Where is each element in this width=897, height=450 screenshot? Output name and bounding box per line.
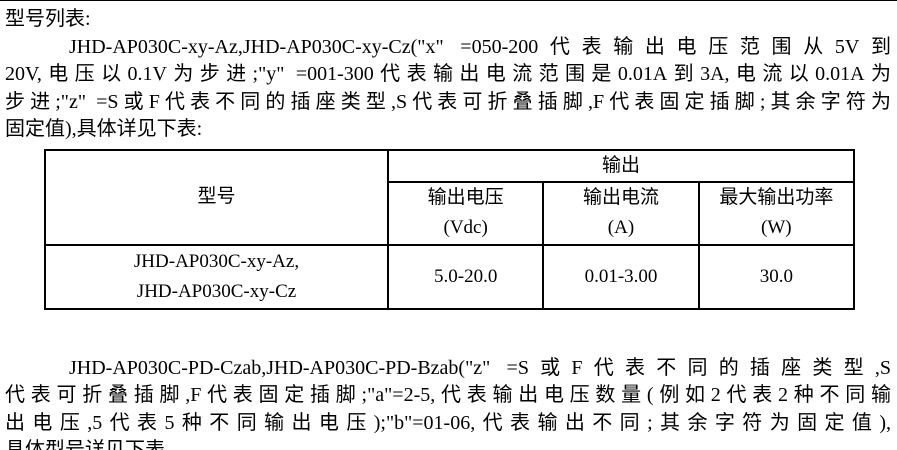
table-header-power-label: 最大输出功率 [719,187,834,208]
cell-current: 0.01-3.00 [542,243,700,310]
table-header-current: 输出电流 (A) [542,180,700,246]
table-header-model: 型号 [44,148,389,246]
paragraph-line: 步进;"z" =S或F代表不同的插座类型,S代表可折叠插脚,F代表固定插脚;其余… [5,90,891,113]
paragraph-line: JHD-AP030C-xy-Az,JHD-AP030C-xy-Cz("x" =0… [69,35,891,58]
paragraph-line: 代表可折叠插脚,F代表固定插脚;"a"=2-5,代表输出电压数量(例如2代表2种… [5,384,891,406]
table-row: JHD-AP030C-xy-Az, JHD-AP030C-xy-Cz 5.0-2… [44,243,856,310]
table-header-power-unit: (W) [761,217,792,238]
table-header-current-unit: (A) [607,217,635,238]
table-header-output-group: 输出 [387,148,855,183]
table-header-current-label: 输出电流 [582,187,659,208]
cell-model: JHD-AP030C-xy-Az, JHD-AP030C-xy-Cz [44,243,389,310]
paragraph-line: 20V,电压以0.1V为步进;"y" =001-300代表输出电流范围是0.01… [5,63,891,85]
paragraph-model-xy: JHD-AP030C-xy-Az,JHD-AP030C-xy-Cz("x" =0… [5,34,891,144]
doc-title: 型号列表: [5,8,91,30]
paragraph-line: 固定值),具体详见下表: [5,118,203,140]
spec-table: 型号 输出 输出电压 (Vdc) 输出电流 (A) 最大输出功率 (W) JHD… [44,148,856,310]
paragraph-line-clipped: 具体型号详见下表 [5,439,165,450]
paragraph-model-pd: JHD-AP030C-PD-Czab,JHD-AP030C-PD-Bzab("z… [5,355,891,450]
paragraph-line: JHD-AP030C-PD-Czab,JHD-AP030C-PD-Bzab("z… [69,356,891,379]
table-header-voltage-label: 输出电压 [427,187,504,208]
cell-power: 30.0 [697,243,856,310]
cell-model-line1: JHD-AP030C-xy-Az, [133,250,300,272]
table-header-voltage: 输出电压 (Vdc) [386,180,545,246]
table-header-power: 最大输出功率 (W) [697,180,856,246]
paragraph-line: 出电压,5代表5种不同输出电压);"b"=01-06,代表输出不同;其余字符为固… [5,411,891,434]
cell-voltage: 5.0-20.0 [386,243,545,310]
table-header-voltage-unit: (Vdc) [443,217,488,238]
cell-model-line2: JHD-AP030C-xy-Cz [136,280,297,302]
